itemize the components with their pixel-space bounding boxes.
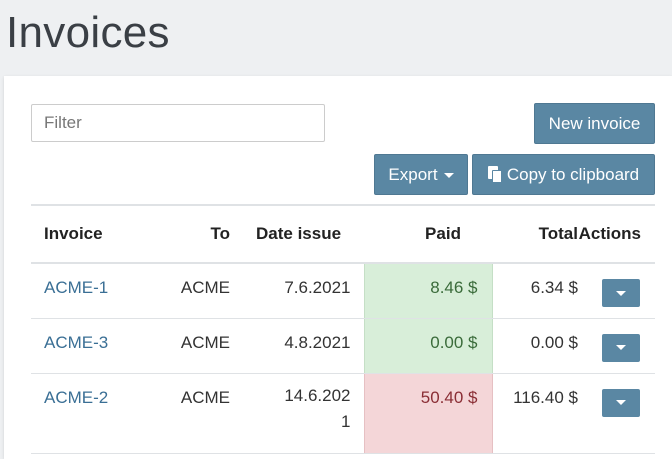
invoice-link[interactable]: ACME-2 xyxy=(44,387,109,407)
header-actions: Actions xyxy=(578,204,655,264)
invoice-link[interactable]: ACME-1 xyxy=(44,278,109,297)
header-paid[interactable]: Paid xyxy=(364,204,492,264)
new-invoice-label: New invoice xyxy=(548,113,641,133)
cell-total: 116.40 $ xyxy=(492,373,578,454)
header-to[interactable]: To xyxy=(156,204,230,264)
header-date-issued[interactable]: Date issue xyxy=(230,204,364,264)
header-total[interactable]: Total xyxy=(492,204,578,264)
row-actions-dropdown[interactable] xyxy=(602,333,640,362)
page-title: Invoices xyxy=(6,8,170,57)
row-actions-dropdown[interactable] xyxy=(602,388,640,417)
table-row: ACME-2 ACME 14.6.2021 50.40 $ 116.40 $ xyxy=(31,373,655,454)
cell-to: ACME xyxy=(156,373,230,454)
cell-date-issued: 7.6.2021 xyxy=(284,278,351,297)
invoices-card: New invoice Export Copy to clipboard Inv… xyxy=(4,76,672,459)
cell-paid: 0.00 $ xyxy=(363,318,493,374)
copy-to-clipboard-button[interactable]: Copy to clipboard xyxy=(472,154,655,195)
filter-input[interactable] xyxy=(31,104,325,142)
invoices-table: Invoice To Date issue Paid Total Actions… xyxy=(31,204,655,454)
invoice-link[interactable]: ACME-3 xyxy=(44,332,109,352)
copy-label: Copy to clipboard xyxy=(506,164,640,184)
row-actions-dropdown[interactable] xyxy=(602,279,640,307)
cell-date-issued: 4.8.2021 xyxy=(284,332,351,352)
cell-date-issued: 14.6.2021 xyxy=(284,385,351,431)
caret-down-icon xyxy=(616,400,626,405)
caret-down-icon xyxy=(616,290,626,296)
cell-total: 0.00 $ xyxy=(492,318,578,374)
caret-down-icon xyxy=(616,345,626,350)
export-label: Export xyxy=(388,164,438,184)
table-row: ACME-3 ACME 4.8.2021 0.00 $ 0.00 $ xyxy=(31,318,655,374)
cell-to: ACME xyxy=(156,318,230,374)
cell-total: 6.34 $ xyxy=(492,263,578,319)
table-row: ACME-1 ACME 7.6.2021 8.46 $ 6.34 $ xyxy=(31,263,655,319)
cell-paid: 50.40 $ xyxy=(363,373,493,454)
header-invoice[interactable]: Invoice xyxy=(31,204,156,264)
export-button[interactable]: Export xyxy=(374,154,468,195)
cell-to: ACME xyxy=(156,263,230,319)
caret-down-icon xyxy=(443,173,454,178)
table-header-row: Invoice To Date issue Paid Total Actions xyxy=(31,204,655,264)
copy-icon xyxy=(487,166,502,183)
new-invoice-button[interactable]: New invoice xyxy=(534,103,655,144)
cell-paid: 8.46 $ xyxy=(363,263,493,319)
